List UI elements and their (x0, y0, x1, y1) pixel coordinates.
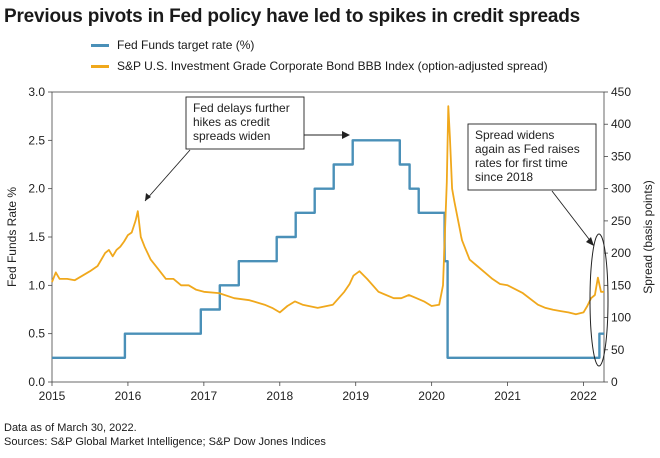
x-tick-label: 2019 (342, 389, 369, 403)
y2-tick-label: 0 (611, 375, 618, 389)
annotation-arrow-2016 (144, 149, 191, 202)
annotation-text-spread-widens: since 2018 (475, 170, 533, 184)
legend-swatch-bbb-spread (91, 65, 109, 68)
annotation-text-fed-delays: hikes as credit (193, 115, 270, 129)
annotation-text-spread-widens: Spread widens (475, 128, 554, 142)
y-tick-label: 2.5 (28, 133, 45, 147)
annotation-text-spread-widens: rates for first time (475, 156, 568, 170)
legend-swatch-fed-funds (91, 44, 109, 47)
y2-tick-label: 450 (611, 85, 631, 99)
y-tick-label: 1.5 (28, 230, 45, 244)
y-tick-label: 1.0 (28, 278, 45, 292)
y2-tick-label: 100 (611, 311, 631, 325)
x-tick-label: 2016 (115, 389, 142, 403)
y2-tick-label: 200 (611, 246, 631, 260)
y-tick-label: 3.0 (28, 85, 45, 99)
y2-tick-label: 300 (611, 182, 631, 196)
y2-tick-label: 50 (611, 343, 625, 357)
annotation-text-spread-widens: again as Fed raises (475, 142, 580, 156)
x-tick-label: 2017 (191, 389, 218, 403)
footnote-data-date: Data as of March 30, 2022. (4, 422, 137, 434)
annotation-arrowhead-2022 (586, 237, 594, 246)
y-tick-label: 2.0 (28, 182, 45, 196)
annotation-text-fed-delays: Fed delays further (193, 101, 290, 115)
y2-axis-title: Spread (basis points) (641, 180, 655, 293)
annotation-arrowhead-2016 (145, 193, 151, 201)
x-tick-label: 2020 (418, 389, 445, 403)
legend-label-bbb-spread: S&P U.S. Investment Grade Corporate Bond… (117, 59, 548, 73)
annotation-text-fed-delays: spreads widen (193, 129, 270, 143)
annotation-box-fed-delays (185, 96, 305, 150)
x-tick-label: 2021 (494, 389, 521, 403)
y2-tick-label: 250 (611, 214, 631, 228)
series-line-bbb-spread (51, 105, 604, 316)
x-tick-label: 2018 (266, 389, 293, 403)
y2-tick-label: 150 (611, 278, 631, 292)
x-tick-label: 2015 (39, 389, 66, 403)
annotation-arrowhead-2018 (342, 131, 350, 139)
annotation-box-spread-widens (467, 123, 597, 191)
legend-label-fed-funds: Fed Funds target rate (%) (117, 38, 255, 52)
y2-tick-label: 350 (611, 149, 631, 163)
footnote-sources: Sources: S&P Global Market Intelligence;… (4, 436, 326, 448)
y-tick-label: 0.5 (28, 327, 45, 341)
x-tick-label: 2022 (570, 389, 597, 403)
annotation-arrow-2022 (551, 190, 593, 244)
y-axis-title: Fed Funds Rate % (5, 187, 19, 287)
chart-title: Previous pivots in Fed policy have led t… (4, 6, 580, 27)
y-tick-label: 0.0 (28, 375, 45, 389)
annotation-ellipse-2022 (589, 233, 609, 367)
y2-tick-label: 400 (611, 117, 631, 131)
